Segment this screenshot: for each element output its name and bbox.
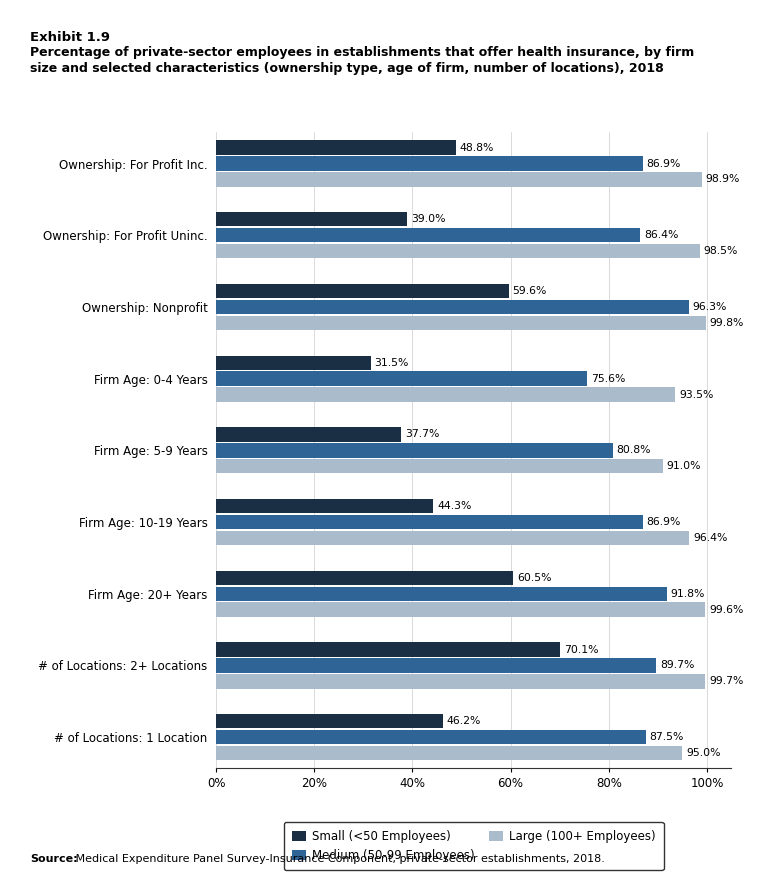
Text: 96.4%: 96.4% <box>693 533 728 543</box>
Text: 37.7%: 37.7% <box>405 429 440 440</box>
Bar <box>216 283 509 298</box>
Text: 86.9%: 86.9% <box>647 159 681 169</box>
Text: 70.1%: 70.1% <box>564 645 599 654</box>
Text: 98.9%: 98.9% <box>706 175 740 185</box>
Bar <box>216 244 700 259</box>
Text: 93.5%: 93.5% <box>679 389 713 400</box>
Bar <box>216 372 587 386</box>
Bar <box>216 602 705 617</box>
Bar <box>216 156 643 170</box>
Bar <box>216 730 646 744</box>
Bar <box>216 714 443 728</box>
Text: 99.6%: 99.6% <box>709 605 744 615</box>
Bar <box>216 172 701 186</box>
Bar <box>216 675 706 689</box>
Text: 87.5%: 87.5% <box>650 732 684 742</box>
Bar <box>216 658 656 673</box>
Text: 98.5%: 98.5% <box>703 246 738 256</box>
Bar <box>216 228 641 243</box>
Text: 59.6%: 59.6% <box>512 286 547 296</box>
Bar <box>216 316 706 330</box>
Text: 75.6%: 75.6% <box>591 374 625 383</box>
Text: 96.3%: 96.3% <box>693 302 727 312</box>
Bar <box>216 140 456 155</box>
Bar <box>216 586 667 601</box>
Text: 80.8%: 80.8% <box>616 445 651 456</box>
Text: 99.7%: 99.7% <box>709 676 744 686</box>
Text: 48.8%: 48.8% <box>459 142 494 153</box>
Text: 91.8%: 91.8% <box>671 589 705 599</box>
Text: 60.5%: 60.5% <box>517 573 552 583</box>
Legend: Small (<50 Employees), Medium (50-99 Employees), Large (100+ Employees): Small (<50 Employees), Medium (50-99 Emp… <box>283 822 664 871</box>
Text: 89.7%: 89.7% <box>660 660 694 670</box>
Text: 39.0%: 39.0% <box>412 215 446 224</box>
Text: Source:: Source: <box>30 854 78 864</box>
Text: 46.2%: 46.2% <box>446 716 481 726</box>
Bar <box>216 642 560 657</box>
Bar <box>216 443 612 457</box>
Text: 31.5%: 31.5% <box>374 358 409 367</box>
Bar <box>216 356 371 370</box>
Bar <box>216 515 643 529</box>
Text: 44.3%: 44.3% <box>437 501 471 511</box>
Bar <box>216 531 689 545</box>
Text: Exhibit 1.9: Exhibit 1.9 <box>30 31 111 44</box>
Bar <box>216 746 682 760</box>
Bar <box>216 388 675 402</box>
Text: 86.4%: 86.4% <box>644 230 678 240</box>
Bar <box>216 570 513 585</box>
Text: 95.0%: 95.0% <box>686 748 721 758</box>
Bar <box>216 499 434 513</box>
Bar <box>216 299 689 314</box>
Text: Medical Expenditure Panel Survey-Insurance Component, private-sector establishme: Medical Expenditure Panel Survey-Insuran… <box>72 854 605 864</box>
Text: Percentage of private-sector employees in establishments that offer health insur: Percentage of private-sector employees i… <box>30 46 694 75</box>
Text: 86.9%: 86.9% <box>647 517 681 527</box>
Bar <box>216 212 408 226</box>
Text: 99.8%: 99.8% <box>710 318 744 328</box>
Text: 91.0%: 91.0% <box>667 461 701 472</box>
Bar <box>216 427 401 442</box>
Bar <box>216 459 662 473</box>
